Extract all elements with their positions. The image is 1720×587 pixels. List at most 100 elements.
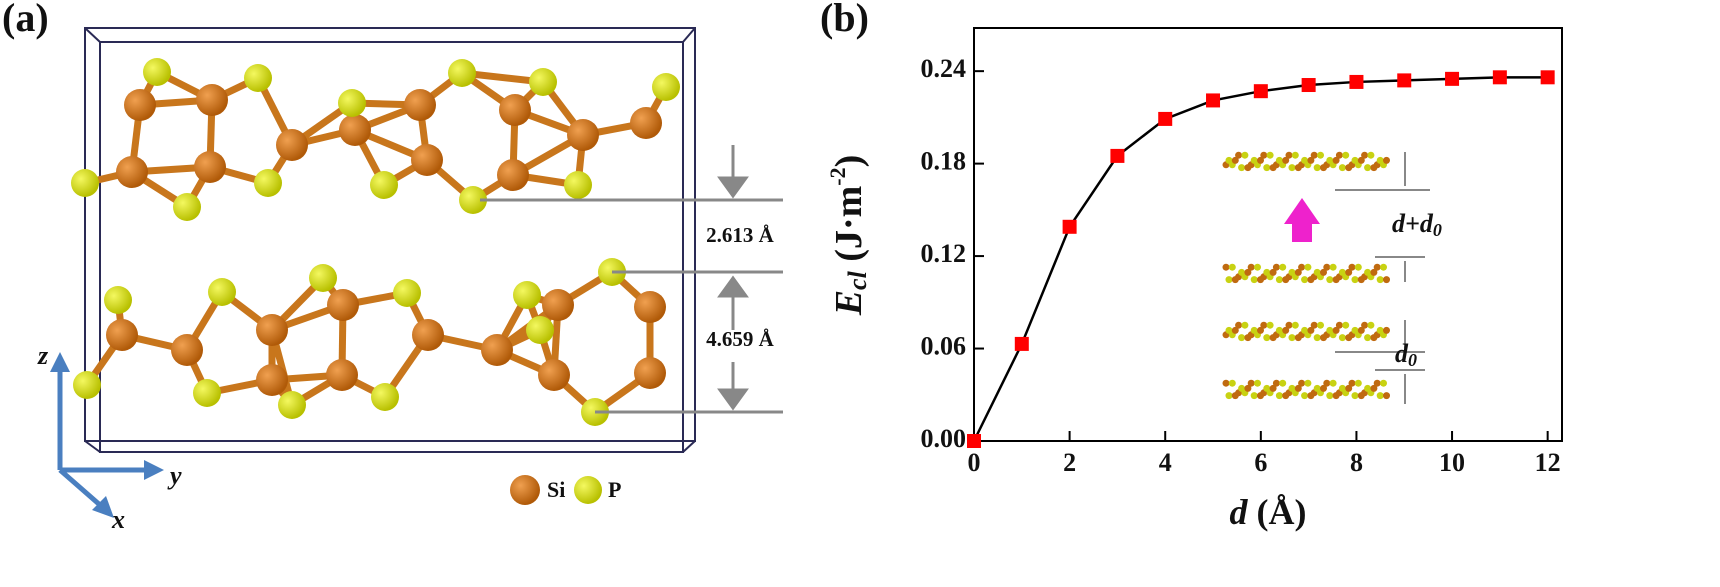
y-label-part: E [828, 290, 870, 316]
data-point [1445, 71, 1460, 86]
inset-label-part: d+d [1392, 209, 1434, 238]
si-atom [276, 129, 308, 161]
inset-atom [1383, 156, 1390, 164]
inset-atom [1279, 263, 1287, 271]
inset-atom [1244, 384, 1252, 392]
inset-atom [1323, 263, 1331, 271]
x-label-part: (Å) [1248, 492, 1307, 532]
inset-atom [1383, 276, 1390, 284]
inset-atom [1348, 263, 1356, 271]
si-atom [634, 357, 666, 389]
inset-atom [1260, 321, 1268, 329]
x-tick-label: 2 [1063, 448, 1076, 477]
inset-atom [1332, 156, 1340, 164]
inset-atom [1254, 379, 1261, 387]
y-tick-label: 0.18 [921, 147, 967, 176]
axis-label: y [167, 461, 182, 490]
p-atom [208, 278, 236, 306]
si-atom [481, 334, 513, 366]
panel-label: (b) [820, 0, 869, 40]
inset-atom [1254, 263, 1261, 271]
inset-atom [1241, 321, 1249, 329]
si-atom [256, 314, 288, 346]
legend-label: P [608, 477, 621, 502]
y-label-part: (J·m [828, 186, 870, 271]
y-label-part: -2 [825, 167, 850, 185]
inset-atom [1354, 263, 1362, 271]
inset-atom [1383, 392, 1390, 400]
y-label-part: cl [843, 270, 872, 290]
si-atom [404, 89, 436, 121]
inset-atom [1317, 321, 1324, 329]
inset-atom [1383, 326, 1390, 334]
legend-swatch [510, 475, 540, 505]
inset-atom [1345, 384, 1353, 392]
y-axis-label: Ecl (J·m-2) [825, 155, 872, 317]
si-atom [634, 291, 666, 323]
inset-atom [1244, 268, 1252, 276]
axis-label: x [111, 505, 125, 534]
inset-atom [1310, 151, 1318, 159]
data-point [967, 434, 981, 448]
inset-atom [1228, 263, 1236, 271]
inset-atom [1317, 151, 1324, 159]
inset-atom [1225, 276, 1233, 284]
plot-frame [973, 27, 1563, 442]
p-atom [278, 391, 306, 419]
inset-atom [1269, 384, 1277, 392]
inset-atom [1329, 379, 1337, 387]
data-point [1110, 148, 1125, 163]
inset-atom [1260, 151, 1268, 159]
panel-label: (a) [2, 0, 49, 40]
inset-atom [1250, 392, 1258, 400]
inset-atom [1329, 263, 1337, 271]
inset-atom [1291, 151, 1299, 159]
series-line [972, 76, 1548, 442]
inset-atom [1257, 156, 1264, 164]
inset-atom [1373, 263, 1381, 271]
inset-label-part: 0 [1433, 220, 1442, 240]
p-atom [448, 59, 476, 87]
inset-atom [1338, 334, 1346, 342]
axes-triad [50, 352, 164, 518]
atoms [71, 58, 680, 426]
si-atom [327, 289, 359, 321]
inset-atom [1310, 321, 1318, 329]
inset-atom [1288, 164, 1296, 172]
cell-box [84, 27, 696, 453]
y-tick-label: 0.24 [921, 54, 967, 83]
inset-atom [1326, 392, 1334, 400]
inset-atom [1304, 263, 1312, 271]
inset-atom [1298, 263, 1306, 271]
inset-atom [1335, 151, 1343, 159]
inset-atom [1367, 151, 1375, 159]
x-label-part: d [1230, 492, 1249, 532]
si-atom [256, 364, 288, 396]
inset-atom [1307, 156, 1315, 164]
data-point [1206, 93, 1221, 108]
inset-label-part: d [1395, 339, 1409, 368]
x-tick-label: 4 [1159, 448, 1172, 477]
si-atom [497, 159, 529, 191]
legend-label: Si [547, 477, 565, 502]
inset-label: d0 [1395, 339, 1417, 370]
inset-atom [1338, 164, 1346, 172]
p-atom [104, 286, 132, 314]
inset-atom [1367, 321, 1375, 329]
si-atom [538, 359, 570, 391]
inset-atom [1380, 379, 1387, 387]
p-atom [513, 281, 541, 309]
inset-atom [1282, 326, 1290, 334]
y-tick-label: 0.12 [921, 239, 967, 268]
inset-atom [1250, 276, 1258, 284]
distance-label: 2.613 Å [706, 223, 775, 247]
si-atom [116, 156, 148, 188]
inset-atom [1263, 334, 1271, 342]
inset-atom [1235, 151, 1243, 159]
p-atom [309, 264, 337, 292]
data-point [1014, 336, 1029, 351]
inset-atom [1373, 379, 1381, 387]
inset [1222, 151, 1430, 404]
si-atom [194, 151, 226, 183]
inset-atom [1342, 321, 1350, 329]
